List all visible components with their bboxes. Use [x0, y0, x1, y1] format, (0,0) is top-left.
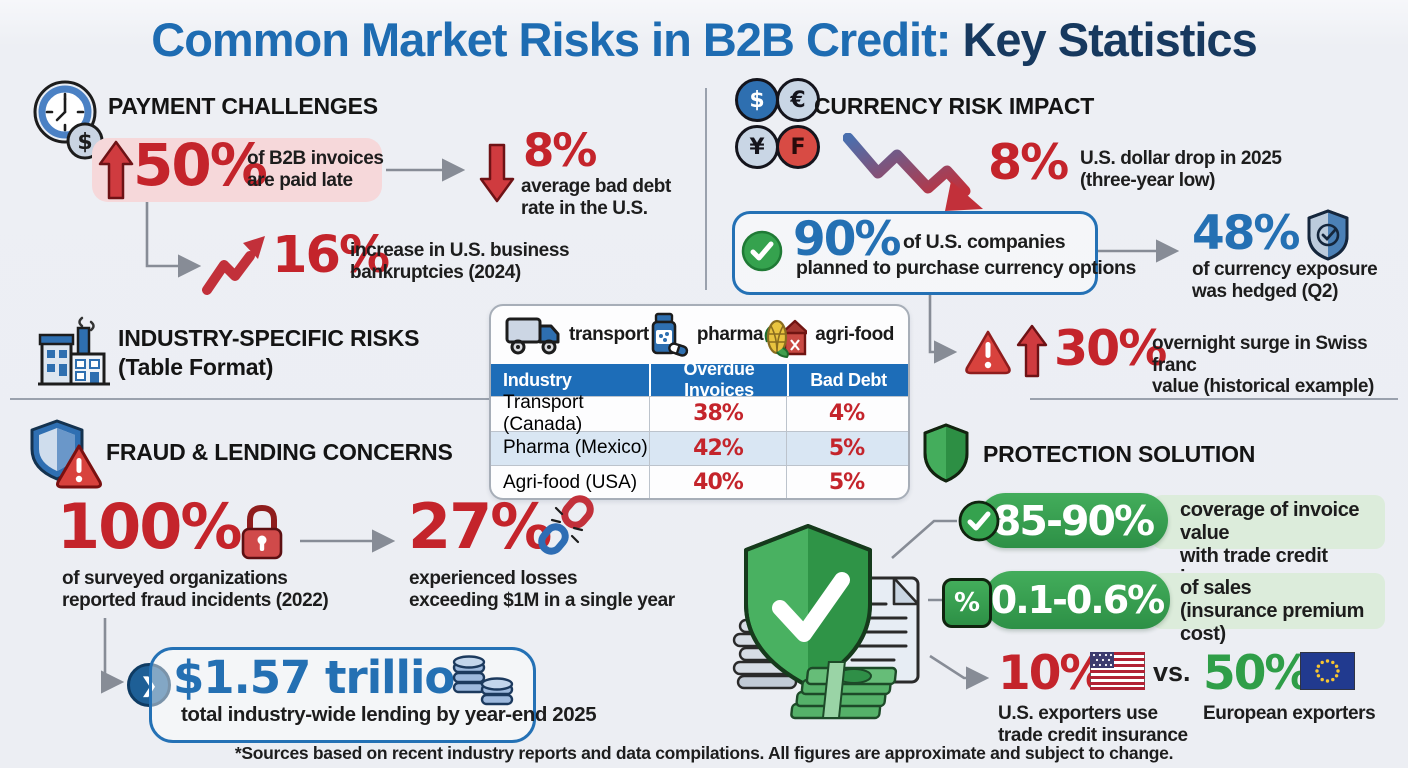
- fraud-heading: FRAUD & LENDING CONCERNS: [106, 439, 453, 465]
- shield-check-icon: [1307, 209, 1349, 261]
- dollar-drop-value: 8%: [988, 134, 1069, 191]
- euro-coin-icon: €: [776, 78, 820, 122]
- connector-shield-to-coverage: [891, 519, 957, 559]
- legend-agrifood-label: agri-food: [815, 324, 894, 345]
- lending-value: $1.57 trillion: [173, 651, 486, 704]
- zigzag-down-arrow-icon: [843, 133, 983, 211]
- up-arrow-small-icon: [1016, 324, 1048, 378]
- green-shield-icon: [923, 423, 969, 483]
- us-adoption-value: 10%: [998, 646, 1106, 701]
- table-row: Pharma (Mexico) 42% 5%: [491, 430, 908, 465]
- table-legend: transport pharma: [491, 306, 908, 364]
- trend-up-arrow-icon: [202, 236, 265, 295]
- connector-shield-to-adoption: [929, 654, 990, 690]
- currency-options-line2: planned to purchase currency options: [796, 257, 1136, 279]
- currency-coins-icon: $ € ¥ F: [735, 78, 820, 169]
- currency-options-box: [732, 211, 1098, 295]
- connector-90-to-30: [928, 292, 958, 364]
- dollar-coin-icon: $: [735, 78, 779, 122]
- table-header-row: Industry Overdue Invoices Bad Debt: [491, 359, 908, 400]
- late-invoices-value: 50%: [133, 131, 268, 199]
- col-industry: Industry: [503, 369, 572, 390]
- page-title: Common Market Risks in B2B Credit: Key S…: [0, 12, 1408, 67]
- protection-heading: PROTECTION SOLUTION: [983, 441, 1256, 467]
- fraud-losses-value: 27%: [408, 490, 552, 563]
- factory-icon: [38, 316, 110, 386]
- hedged-value: 48%: [1192, 206, 1300, 261]
- currency-heading: CURRENCY RISK IMPACT: [814, 93, 1095, 119]
- col-overdue: Overdue Invoices: [649, 359, 787, 400]
- legend-pharma-label: pharma: [696, 324, 764, 345]
- bankruptcies-value: 16%: [272, 226, 390, 285]
- check-circle-green-icon: [958, 500, 1000, 542]
- yen-coin-icon: ¥: [735, 125, 779, 169]
- vs-label: vs.: [1153, 657, 1191, 687]
- svg-text:$: $: [77, 130, 92, 155]
- shield-document-money-illustration: [732, 524, 920, 720]
- premium-value: 0.1-0.6%: [990, 578, 1165, 622]
- coin-stack-icon: [452, 655, 514, 706]
- premium-label: of sales (insurance premium cost): [1180, 577, 1364, 645]
- lending-label: total industry-wide lending by year-end …: [181, 703, 597, 726]
- franc-surge-label: overnight surge in Swiss franc value (hi…: [1152, 333, 1374, 398]
- bad-debt-label: average bad debt rate in the U.S.: [521, 176, 671, 219]
- fraud-incidents-value: 100%: [57, 490, 243, 563]
- premium-description-box: [1152, 573, 1385, 629]
- page-title-main: Common Market Risks in B2B Credit:: [151, 13, 963, 66]
- eu-flag-icon: [1300, 652, 1355, 690]
- legend-transport: transport: [505, 314, 649, 356]
- down-arrow-icon: [479, 143, 515, 203]
- connector-100-to-trillion: [100, 618, 125, 694]
- sources-note: *Sources based on recent industry report…: [234, 743, 1174, 763]
- page-title-accent: Key Statistics: [962, 13, 1257, 66]
- franc-coin-icon: F: [776, 125, 820, 169]
- dollar-drop-label: U.S. dollar drop in 2025 (three-year low…: [1080, 148, 1282, 191]
- us-adoption-label: U.S. exporters use trade credit insuranc…: [998, 703, 1188, 746]
- eu-adoption-label: European exporters: [1203, 703, 1376, 724]
- corn-barn-icon: [764, 319, 808, 358]
- eu-adoption-value: 50%: [1203, 646, 1311, 701]
- industry-heading: INDUSTRY-SPECIFIC RISKS (Table Format): [118, 325, 420, 380]
- up-arrow-icon: [98, 140, 134, 200]
- bad-debt-value: 8%: [523, 124, 597, 177]
- fraud-losses-label: experienced losses exceeding $1M in a si…: [409, 568, 675, 611]
- payment-heading: PAYMENT CHALLENGES: [108, 93, 378, 119]
- left-horizontal-divider: [10, 398, 490, 400]
- fraud-incidents-label: of surveyed organizations reported fraud…: [62, 568, 329, 611]
- check-circle-icon: [741, 230, 783, 272]
- shield-warning-icon: [30, 419, 102, 489]
- industry-table: transport pharma: [489, 304, 910, 500]
- legend-transport-label: transport: [569, 324, 649, 345]
- us-flag-icon: [1090, 652, 1145, 690]
- currency-options-value: 90%: [793, 212, 901, 267]
- warning-triangle-icon: [965, 330, 1011, 375]
- coverage-value: 85-90%: [992, 496, 1155, 545]
- late-invoices-highlight: [92, 138, 382, 202]
- coverage-pill: 85-90%: [978, 493, 1168, 548]
- padlock-icon: [241, 504, 283, 560]
- truck-icon: [505, 317, 560, 355]
- bankruptcies-label: increase in U.S. business bankruptcies (…: [350, 240, 570, 283]
- connector-50-to-16: [145, 202, 202, 278]
- legend-pharma: pharma: [649, 312, 764, 358]
- clock-dollar-icon: $: [33, 80, 104, 160]
- premium-pill: 0.1-0.6%: [984, 571, 1170, 629]
- percent-icon: %: [942, 578, 992, 628]
- vertical-divider: [705, 88, 707, 290]
- late-invoices-label: of B2B invoices are paid late: [247, 148, 384, 191]
- hedged-label: of currency exposure was hedged (Q2): [1192, 259, 1378, 302]
- col-baddebt: Bad Debt: [787, 364, 908, 396]
- right-horizontal-divider: [1030, 398, 1398, 400]
- franc-surge-value: 30%: [1054, 320, 1167, 377]
- broken-chain-icon: [538, 495, 594, 555]
- table-row: Transport (Canada) 38% 4%: [491, 392, 908, 435]
- pharma-icon: [651, 312, 689, 357]
- table-row: Agri-food (USA) 40% 5%: [491, 465, 908, 498]
- coverage-description-box: [1152, 495, 1385, 549]
- currency-options-line1: of U.S. companies: [903, 231, 1066, 253]
- legend-agrifood: agri-food: [763, 312, 894, 358]
